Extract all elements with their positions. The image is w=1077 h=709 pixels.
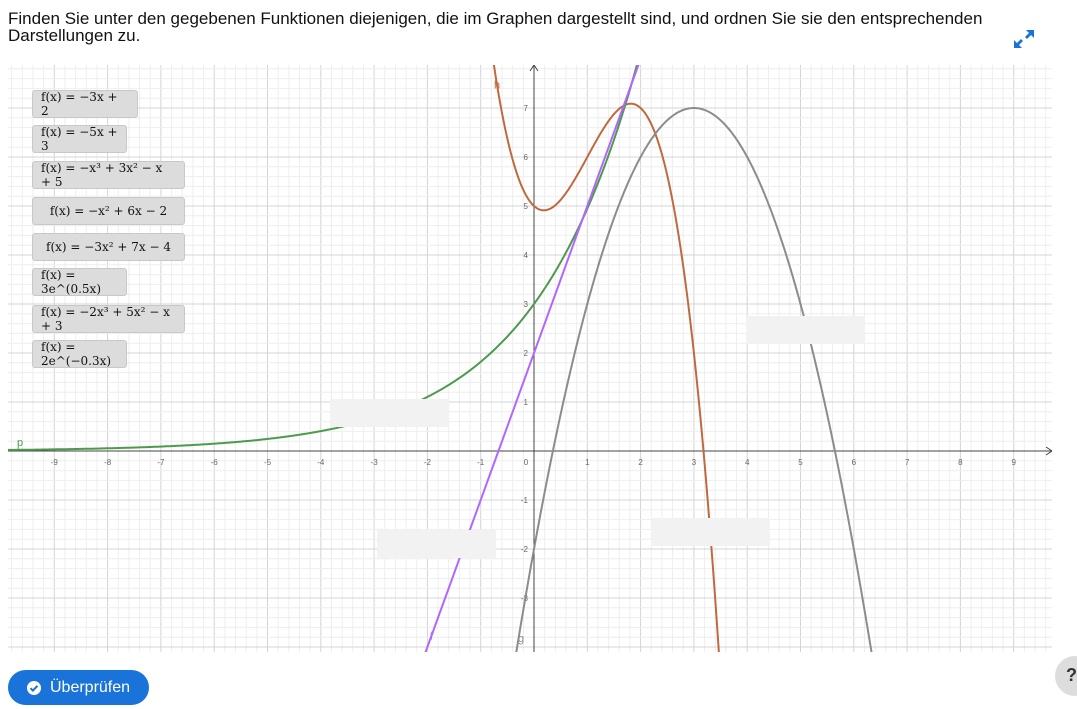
function-option[interactable]: f(x) = −3x + 2 [32, 90, 138, 118]
x-tick-label: 2 [638, 458, 643, 467]
curve-h [492, 65, 720, 652]
drop-zone-f[interactable] [377, 530, 496, 558]
drop-zone-h[interactable] [651, 518, 770, 546]
x-tick-label: 8 [958, 458, 963, 467]
x-tick-label: 7 [905, 458, 910, 467]
function-option[interactable]: f(x) = −x³ + 3x² − x + 5 [32, 161, 185, 189]
function-option[interactable]: f(x) = 3e^(0.5x) [32, 268, 127, 296]
x-tick-label: -3 [371, 458, 379, 467]
y-tick-label: 4 [524, 251, 529, 260]
y-tick-label: 5 [524, 202, 529, 211]
x-tick-label: 6 [852, 458, 857, 467]
x-tick-label: 5 [798, 458, 803, 467]
curve-p [8, 65, 638, 451]
x-tick-label: -4 [317, 458, 325, 467]
x-tick-label: -5 [264, 458, 272, 467]
check-button-label: Überprüfen [50, 678, 131, 696]
x-tick-label: 1 [585, 458, 590, 467]
x-tick-label: -1 [477, 458, 485, 467]
y-tick-label: 2 [524, 349, 529, 358]
x-axis-arrow [1045, 446, 1052, 456]
function-graph[interactable]: -9 -8 -7 -6 -5 -4 -3 -2 -1 0 1 2 3 4 5 6 7 8 97654321-1-2-… [8, 65, 1052, 652]
function-option[interactable]: f(x) = −3x² + 7x − 4 [32, 233, 185, 261]
y-tick-label: -2 [521, 545, 529, 554]
curve-label-g: g [518, 633, 524, 645]
help-button[interactable]: ? [1055, 656, 1077, 696]
y-axis-arrow [529, 65, 539, 72]
x-tick-label: -6 [211, 458, 219, 467]
task-instruction: Finden Sie unter den gegebenen Funktione… [8, 9, 983, 45]
function-option[interactable]: f(x) = −x² + 6x − 2 [32, 197, 185, 225]
check-circle-icon [27, 680, 41, 695]
drop-zone-p[interactable] [330, 399, 449, 427]
function-option[interactable]: f(x) = −5x + 3 [32, 125, 127, 153]
x-tick-label: -9 [51, 458, 59, 467]
curve-label-p: p [17, 437, 23, 449]
x-tick-label: 0 [524, 458, 529, 467]
curve-label-h: h [494, 79, 500, 91]
x-tick-label: 3 [692, 458, 697, 467]
expand-arrows-icon[interactable] [1012, 28, 1036, 50]
curve-f [424, 65, 640, 652]
x-tick-label: -2 [424, 458, 432, 467]
y-tick-label: 6 [524, 153, 529, 162]
curve-label-f: f [430, 631, 434, 643]
x-tick-label: -7 [157, 458, 165, 467]
x-tick-label: 9 [1011, 458, 1016, 467]
curve-g [515, 107, 873, 652]
drop-zone-g[interactable] [746, 316, 865, 344]
x-tick-label: 4 [745, 458, 750, 467]
x-tick-label: -8 [104, 458, 112, 467]
y-tick-label: -1 [521, 496, 529, 505]
function-option[interactable]: f(x) = −2x³ + 5x² − x + 3 [32, 305, 185, 333]
y-tick-label: 7 [524, 104, 529, 113]
function-option[interactable]: f(x) = 2e^(−0.3x) [32, 340, 127, 368]
y-tick-label: 1 [524, 398, 529, 407]
check-button[interactable]: Überprüfen [8, 670, 149, 705]
y-tick-label: 3 [524, 300, 529, 309]
